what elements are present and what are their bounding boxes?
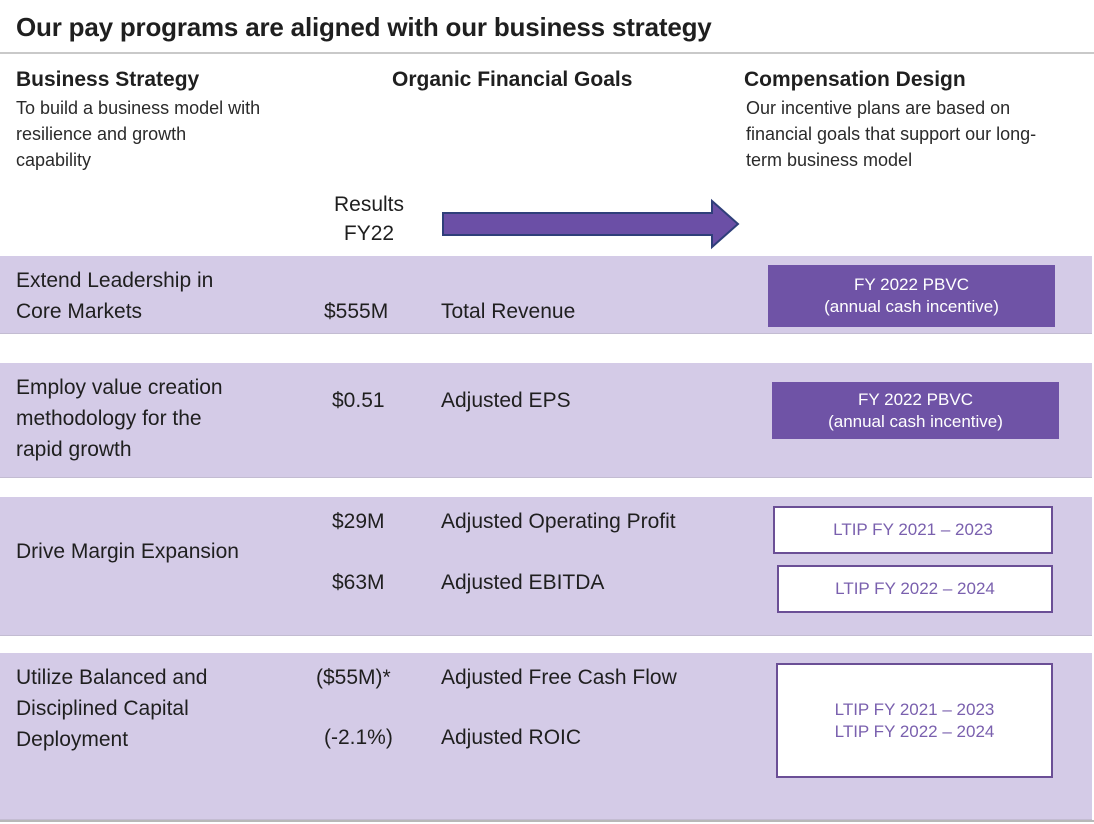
pbvc-incentive-box: FY 2022 PBVC (annual cash incentive) xyxy=(768,265,1055,327)
result-value: $555M xyxy=(324,300,389,323)
strategy-row-label: Drive Margin Expansion xyxy=(16,536,239,567)
page-title: Our pay programs are aligned with our bu… xyxy=(16,12,712,42)
incentive-line: FY 2022 PBVC xyxy=(858,389,973,409)
result-value: $29M xyxy=(332,510,385,533)
results-line: Results xyxy=(333,193,405,216)
incentive-line: LTIP FY 2022 – 2024 xyxy=(835,579,995,598)
organic-financial-goals-header: Organic Financial Goals xyxy=(392,68,633,91)
goal-label: Total Revenue xyxy=(441,300,576,323)
description-line: term business model xyxy=(746,150,913,170)
results-line: FY22 xyxy=(343,222,395,245)
strategy-line: Employ value creation xyxy=(16,376,223,399)
goal-label: Adjusted EPS xyxy=(441,389,571,412)
incentive-line: LTIP FY 2021 – 2023 xyxy=(833,520,993,539)
strategy-line: Drive Margin Expansion xyxy=(16,540,239,563)
result-value: $0.51 xyxy=(332,389,385,412)
strategy-row-label: Employ value creation methodology for th… xyxy=(16,372,223,465)
description-line: Our incentive plans are based on xyxy=(746,98,1011,118)
incentive-line: LTIP FY 2022 – 2024 xyxy=(834,721,995,741)
strategy-line: Utilize Balanced and xyxy=(16,666,208,689)
strategy-row-label: Extend Leadership in Core Markets xyxy=(16,265,213,327)
pbvc-incentive-box: FY 2022 PBVC (annual cash incentive) xyxy=(772,382,1059,439)
description-line: financial goals that support our long- xyxy=(746,124,1037,144)
description-line: To build a business model with xyxy=(16,98,261,118)
business-strategy-description: To build a business model with resilienc… xyxy=(16,95,316,173)
compensation-design-header: Compensation Design xyxy=(744,68,966,91)
results-fy22-header: Results FY22 xyxy=(316,190,422,248)
description-line: resilience and growth xyxy=(16,124,187,144)
result-value: ($55M)* xyxy=(316,666,391,689)
strategy-line: rapid growth xyxy=(16,438,132,461)
strategy-row-label: Utilize Balanced and Disciplined Capital… xyxy=(16,662,207,755)
strategy-line: Core Markets xyxy=(16,300,143,323)
ltip-incentive-box: LTIP FY 2021 – 2023 LTIP FY 2022 – 2024 xyxy=(776,663,1053,778)
strategy-line: Extend Leadership in xyxy=(16,269,214,292)
ltip-incentive-box: LTIP FY 2021 – 2023 xyxy=(773,506,1053,554)
strategy-line: Disciplined Capital xyxy=(16,697,189,720)
incentive-line: LTIP FY 2021 – 2023 xyxy=(834,699,995,719)
business-strategy-header: Business Strategy xyxy=(16,68,200,91)
incentive-line: FY 2022 PBVC xyxy=(854,275,969,294)
incentive-line: (annual cash incentive) xyxy=(828,411,1003,431)
strategy-line: methodology for the xyxy=(16,407,202,430)
result-value: $63M xyxy=(332,571,385,594)
goal-label: Adjusted ROIC xyxy=(441,726,582,749)
ltip-incentive-box: LTIP FY 2022 – 2024 xyxy=(777,565,1053,613)
goal-label: Adjusted Free Cash Flow xyxy=(441,666,677,689)
bottom-divider xyxy=(0,820,1094,822)
title-divider xyxy=(0,52,1094,54)
goal-label: Adjusted EBITDA xyxy=(441,571,605,594)
right-arrow-icon xyxy=(442,198,740,250)
strategy-line: Deployment xyxy=(16,728,129,751)
goal-label: Adjusted Operating Profit xyxy=(441,510,676,533)
description-line: capability xyxy=(16,150,92,170)
result-value: (-2.1%) xyxy=(324,726,393,749)
compensation-design-description: Our incentive plans are based on financi… xyxy=(746,95,1086,173)
incentive-line: (annual cash incentive) xyxy=(824,297,999,316)
